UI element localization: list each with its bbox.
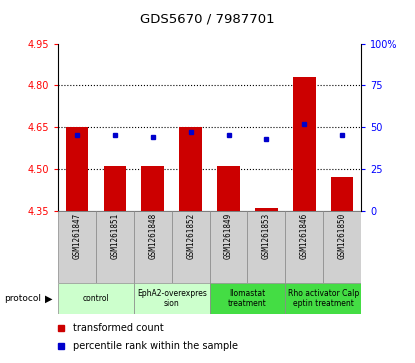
Text: percentile rank within the sample: percentile rank within the sample bbox=[73, 341, 238, 351]
Text: GSM1261853: GSM1261853 bbox=[262, 213, 271, 259]
Bar bbox=[210, 283, 286, 314]
Bar bbox=[210, 211, 247, 283]
Bar bbox=[255, 208, 278, 211]
Bar bbox=[58, 283, 134, 314]
Bar bbox=[179, 127, 202, 211]
Bar bbox=[286, 211, 323, 283]
Text: control: control bbox=[83, 294, 109, 303]
Bar bbox=[247, 211, 285, 283]
Bar bbox=[142, 166, 164, 211]
Bar bbox=[96, 211, 134, 283]
Text: GSM1261848: GSM1261848 bbox=[148, 213, 157, 259]
Bar bbox=[286, 283, 361, 314]
Text: Rho activator Calp
eptin treatment: Rho activator Calp eptin treatment bbox=[288, 289, 359, 308]
Text: GDS5670 / 7987701: GDS5670 / 7987701 bbox=[140, 13, 275, 26]
Bar bbox=[104, 166, 126, 211]
Text: GSM1261849: GSM1261849 bbox=[224, 213, 233, 259]
Bar bbox=[134, 211, 172, 283]
Bar bbox=[323, 211, 361, 283]
Bar bbox=[66, 127, 88, 211]
Bar bbox=[134, 283, 210, 314]
Text: ▶: ▶ bbox=[45, 294, 53, 303]
Bar bbox=[331, 177, 354, 211]
Bar bbox=[293, 77, 315, 211]
Text: GSM1261846: GSM1261846 bbox=[300, 213, 309, 259]
Text: GSM1261847: GSM1261847 bbox=[73, 213, 81, 259]
Text: GSM1261850: GSM1261850 bbox=[338, 213, 347, 259]
Bar bbox=[172, 211, 210, 283]
Text: GSM1261851: GSM1261851 bbox=[110, 213, 120, 259]
Text: protocol: protocol bbox=[4, 294, 41, 303]
Bar bbox=[217, 166, 240, 211]
Bar bbox=[58, 211, 96, 283]
Text: EphA2-overexpres
sion: EphA2-overexpres sion bbox=[137, 289, 207, 308]
Text: GSM1261852: GSM1261852 bbox=[186, 213, 195, 259]
Text: transformed count: transformed count bbox=[73, 323, 164, 333]
Text: Ilomastat
treatment: Ilomastat treatment bbox=[228, 289, 267, 308]
